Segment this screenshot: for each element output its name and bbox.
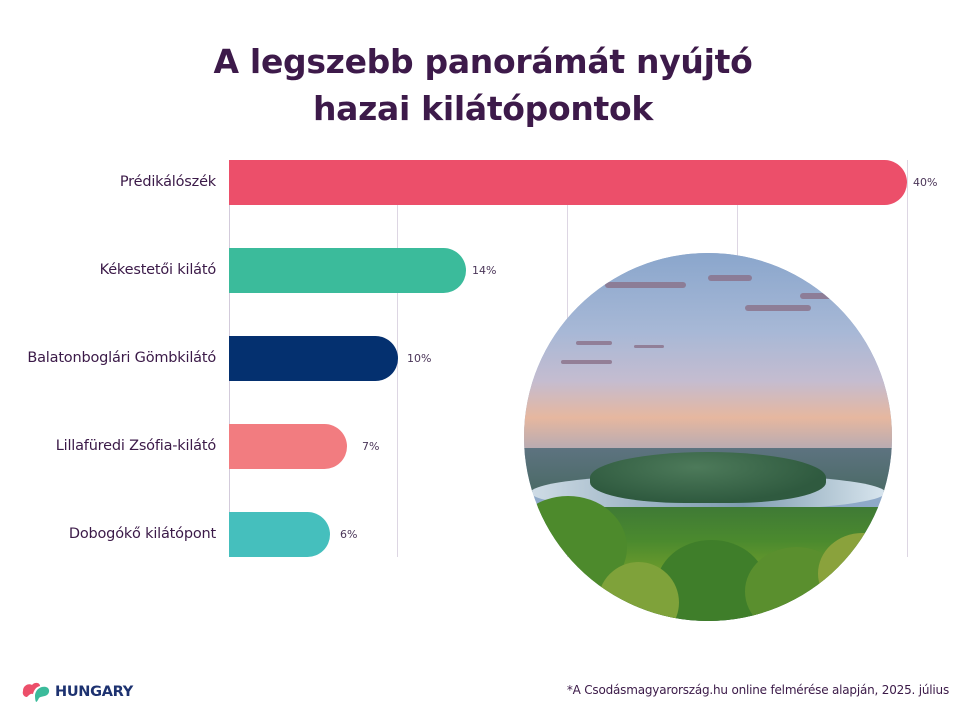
bar-row-dobogoko: Dobogókő kilátópont 6% [0,512,966,557]
chart-title-line-2: hazai kilátópontok [312,89,654,128]
photo-sky [524,253,892,460]
bar-row-predikaloszek: Prédikálószék 40% [0,160,966,205]
bar [229,512,330,557]
bar-row-lillafured: Lillafüredi Zsófia-kilátó 7% [0,424,966,469]
photo-cloud [708,275,753,282]
photo-cloud [560,359,613,364]
source-footnote: *A Csodásmagyarország.hu online felmérés… [566,683,949,697]
photo-tree [597,562,679,621]
bar [229,336,398,381]
bar-row-kekesteto: Kékestetői kilátó 14% [0,248,966,293]
bar-label: Kékestetői kilátó [99,262,217,278]
bar-value: 14% [472,264,497,277]
bar-value: 7% [362,440,380,453]
bar-row-balatonboglar: Balatonboglári Gömbkilátó 10% [0,336,966,381]
bar-label: Lillafüredi Zsófia-kilátó [55,438,216,454]
photo-island-hill [590,451,826,504]
photo-cloud [800,293,837,300]
chart-title: A legszebb panorámát nyújtó hazai kilátó… [0,38,966,132]
photo-cloud [744,304,812,311]
bar-value: 6% [340,528,358,541]
bar [229,424,347,469]
photo-cloud [634,345,664,348]
hungary-logo-text: HUNGARY [55,684,133,700]
photo-cloud [575,341,613,346]
bar-label: Dobogókő kilátópont [68,526,216,542]
photo-cloud [604,282,686,289]
hungary-logo-mark-icon [22,682,50,702]
bar-value: 40% [913,176,938,189]
danube-bend-photo [524,253,892,621]
bar-value: 10% [407,352,432,365]
gridline-40 [907,160,908,557]
photo-tree [818,532,892,614]
bar-label: Balatonboglári Gömbkilátó [27,350,216,366]
bar-label: Prédikálószék [119,174,216,190]
chart-title-line-1: A legszebb panorámát nyújtó [213,42,753,81]
bar [229,248,466,293]
bar [229,160,907,205]
